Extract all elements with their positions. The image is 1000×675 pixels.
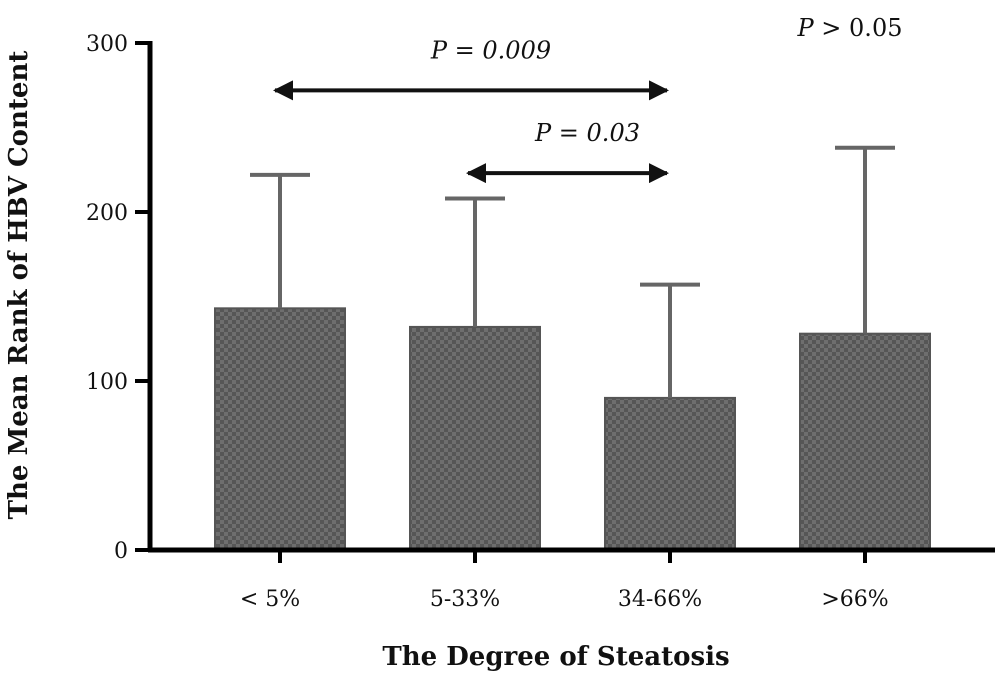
bar: [604, 396, 736, 551]
p-symbol: P: [430, 36, 448, 64]
x-tick-label: < 5%: [240, 587, 300, 612]
y-tick-label: 100: [86, 370, 128, 395]
p-value-text: = 0.03: [551, 119, 640, 147]
p-value-text: > 0.05: [814, 14, 903, 42]
bars-layer: [214, 307, 931, 552]
x-axis-title: The Degree of Steatosis: [382, 642, 729, 672]
error-bars-layer: [250, 145, 895, 398]
x-tick-label: 34-66%: [618, 587, 702, 612]
p-value-label: P > 0.05: [797, 14, 903, 42]
bar: [799, 332, 931, 551]
axes-layer: < 5% 5-33% 34-66% >66% 0 100 200 300: [86, 32, 995, 612]
bar: [409, 325, 541, 552]
x-tick-label: 5-33%: [430, 587, 500, 612]
p-symbol: P: [534, 119, 552, 147]
x-tick-label: >66%: [821, 587, 888, 612]
p-value-label: P = 0.03: [534, 119, 640, 147]
p-symbol: P: [797, 14, 815, 42]
p-value-text: = 0.009: [447, 36, 551, 64]
y-axis-title: The Mean Rank of HBV Content: [4, 51, 34, 520]
y-tick-label: 0: [114, 539, 128, 564]
p-value-label: P = 0.009: [430, 36, 551, 64]
y-tick-label: 300: [86, 32, 128, 57]
y-tick-label: 200: [86, 201, 128, 226]
bar: [214, 307, 346, 551]
